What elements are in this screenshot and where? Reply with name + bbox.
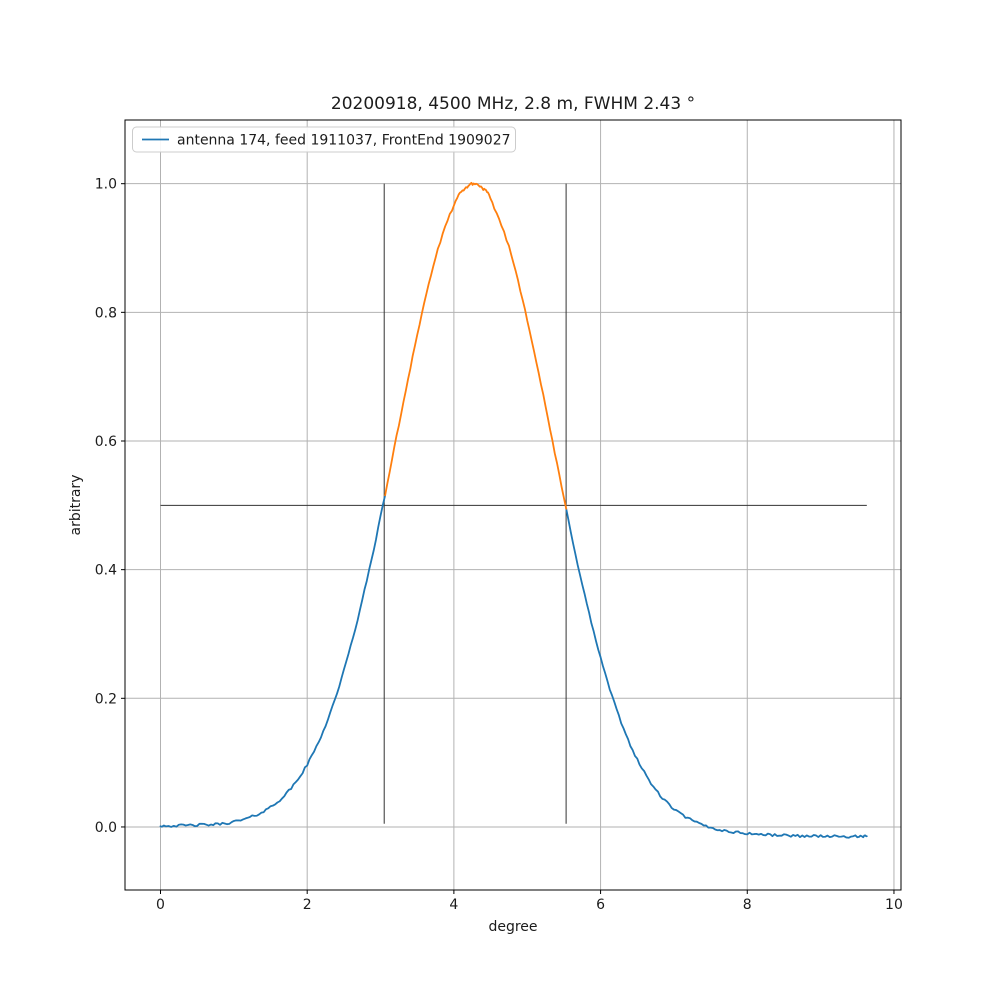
y-tick-label: 0.6 — [95, 434, 117, 450]
fwhm-annotation-layer — [160, 183, 867, 824]
y-tick-label: 1.0 — [95, 177, 117, 193]
axes-spines — [124, 119, 902, 891]
x-tick-label: 4 — [449, 897, 458, 913]
x-tick-label: 8 — [743, 897, 752, 913]
legend-box — [132, 126, 516, 153]
y-tick-label: 0.4 — [95, 563, 117, 579]
x-tick-label: 2 — [303, 897, 312, 913]
chart-title: 20200918, 4500 MHz, 2.8 m, FWHM 2.43 ° — [331, 94, 695, 114]
beam-curve-above-half-max — [384, 181, 568, 510]
beam-curve-blue — [159, 494, 868, 839]
x-tick-label: 10 — [885, 897, 903, 913]
series-layer — [159, 181, 868, 839]
legend-label: antenna 174, feed 1911037, FrontEnd 1909… — [177, 133, 511, 149]
x-axis-label: degree — [488, 919, 537, 935]
x-tick-label: 6 — [596, 897, 605, 913]
tick-layer: 0 2 4 6 8 10 0.0 0.2 0.4 0.6 0.8 1.0 — [95, 177, 903, 913]
x-tick-label: 0 — [156, 897, 165, 913]
legend: antenna 174, feed 1911037, FrontEnd 1909… — [132, 126, 516, 153]
y-tick-label: 0.2 — [95, 691, 117, 707]
y-tick-label: 0.8 — [95, 305, 117, 321]
y-axis-label: arbitrary — [68, 475, 84, 536]
y-tick-label: 0.0 — [95, 820, 117, 836]
